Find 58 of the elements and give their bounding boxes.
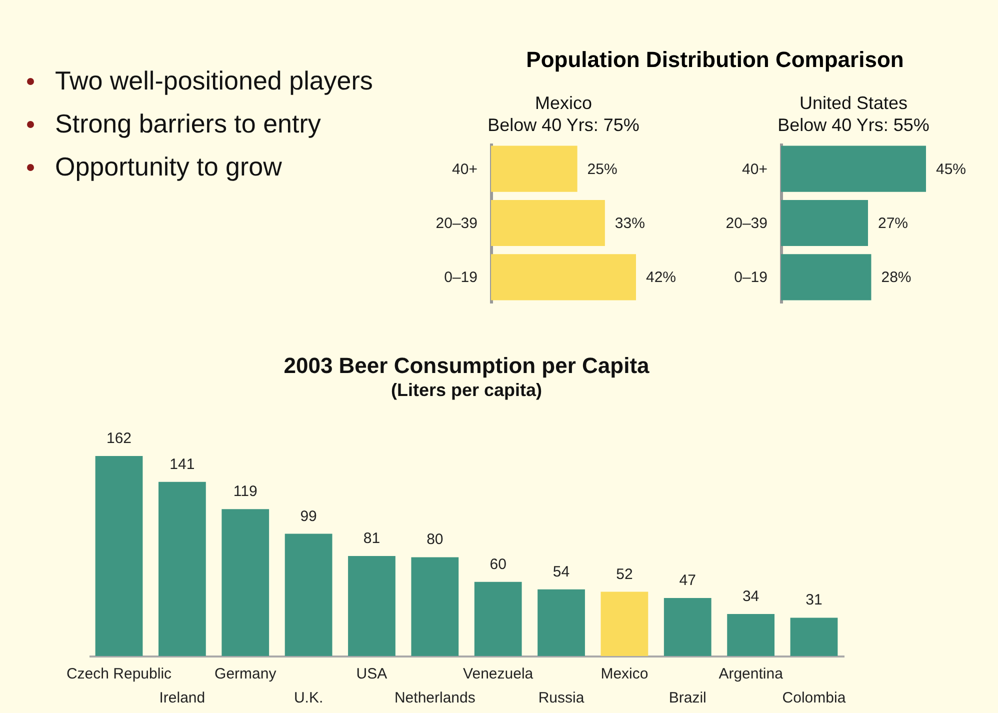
data-label: 34 — [742, 588, 760, 606]
data-label: 162 — [106, 430, 132, 447]
data-label: 80 — [426, 531, 444, 548]
bar — [95, 456, 143, 656]
data-label: 60 — [490, 556, 506, 573]
text: Population Distribution Comparison — [526, 47, 904, 72]
bar — [474, 582, 522, 656]
y-tick-label: 40+ — [452, 160, 478, 178]
chart-title: United States — [799, 93, 908, 113]
bar — [222, 509, 270, 656]
bar — [284, 534, 332, 656]
bar — [600, 592, 648, 656]
x-tick-label: Netherlands — [394, 690, 476, 706]
x-tick-label: USA — [356, 666, 388, 682]
x-tick-label: Czech Republic — [66, 666, 172, 682]
bar — [411, 557, 459, 656]
text: Opportunity to grow — [55, 152, 282, 182]
data-label: 52 — [616, 566, 633, 583]
data-label: 99 — [300, 508, 317, 525]
chart-title: 2003 Beer Consumption per Capita — [284, 353, 650, 378]
x-tick-label: U.K. — [294, 690, 324, 706]
x-tick-label: Colombia — [782, 690, 846, 706]
x-tick-label: Brazil — [668, 690, 706, 706]
y-tick-label: 0–19 — [734, 269, 768, 286]
bar — [664, 598, 712, 656]
x-tick-label: Russia — [538, 690, 585, 706]
bar — [790, 618, 838, 656]
data-label: 141 — [170, 456, 195, 473]
data-label: 54 — [552, 563, 570, 580]
x-tick-label: Ireland — [159, 690, 206, 706]
data-label: 42% — [646, 269, 676, 286]
data-label: 28% — [881, 269, 912, 286]
text: Two well-positioned players — [55, 66, 373, 96]
bar — [348, 556, 396, 656]
x-tick-label: Germany — [214, 666, 277, 682]
y-tick-label: 40+ — [742, 160, 768, 178]
y-tick-label: 0–19 — [444, 269, 478, 286]
x-tick-label: Argentina — [718, 666, 784, 682]
data-label: 27% — [878, 215, 908, 232]
data-label: 45% — [936, 160, 966, 178]
y-tick-label: 20–39 — [726, 215, 768, 232]
x-tick-label: Venezuela — [463, 666, 534, 682]
bar — [538, 589, 585, 656]
data-label: 33% — [614, 215, 645, 232]
chart-title: Mexico — [534, 93, 592, 113]
chart-subtitle: Below 40 Yrs: 75% — [488, 115, 640, 135]
bar — [727, 614, 774, 656]
x-tick-label: Mexico — [600, 666, 648, 682]
data-label: 47 — [679, 572, 696, 589]
data-label: 31 — [806, 592, 822, 609]
data-label: 81 — [363, 530, 380, 547]
data-label: 119 — [233, 483, 258, 500]
bar — [158, 482, 206, 656]
chart-subtitle: Below 40 Yrs: 55% — [778, 115, 930, 135]
text: Strong barriers to entry — [55, 108, 321, 138]
y-tick-label: 20–39 — [436, 215, 478, 232]
chart-subtitle: (Liters per capita) — [390, 380, 542, 400]
data-label: 25% — [587, 160, 618, 178]
